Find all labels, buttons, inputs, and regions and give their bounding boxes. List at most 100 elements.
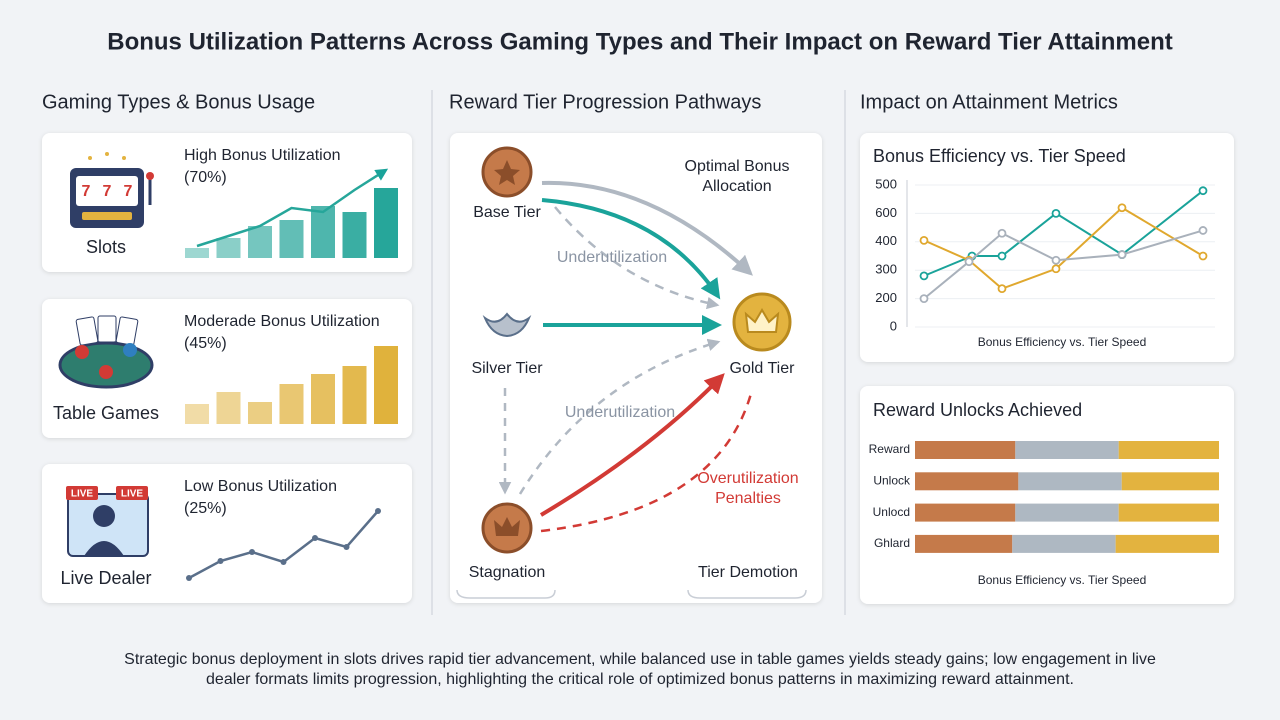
node-label: Stagnation [469,564,546,581]
svg-text:7: 7 [124,183,133,200]
bar-segment [915,441,1016,459]
series-line [923,206,1204,290]
heading: Impact on Attainment Metrics [860,91,1118,113]
bar [342,366,367,424]
bar-segment [1118,503,1219,522]
bar-segment [1018,472,1122,491]
bar [216,392,241,424]
card-name: Slots [86,237,126,257]
efficiency-card [860,133,1234,362]
y-label: 300 [875,262,897,277]
point [343,544,350,550]
chart-caption: Bonus Efficiency vs. Tier Speed [978,335,1147,349]
bar-segment [915,503,1016,522]
pathways-panel [450,133,822,603]
category-label: Ghlard [874,536,910,550]
point [280,559,287,565]
point [1117,203,1127,213]
bar-segment [1118,441,1219,459]
bar [248,226,272,258]
title: Bonus Utilization Patterns Across Gaming… [107,28,1173,55]
bar [374,188,398,258]
bar [279,384,304,424]
y-label: 400 [875,233,897,248]
card-name: Live Dealer [60,568,151,588]
card-label: Moderade Bonus Utilization [184,313,380,330]
bar-segment [915,472,1019,491]
bar [248,402,272,424]
point [1051,264,1061,274]
path-label: Underutilization [557,249,667,266]
bar-segment [1121,472,1219,491]
slots-icon: 7 7 7 [70,152,154,228]
point [217,558,224,564]
chart-title: Reward Unlocks Achieved [873,400,1082,420]
chart-caption: Bonus Efficiency vs. Tier Speed [978,573,1147,587]
svg-text:LIVE: LIVE [71,489,94,500]
point [249,549,255,555]
trend-line [196,168,389,248]
dealer-icon: LIVE LIVE [66,486,149,557]
path-label: Underutilization [565,404,675,421]
point [1117,250,1127,259]
point [186,575,192,581]
y-label: 200 [875,290,897,305]
point [375,508,381,514]
footer: Strategic bonus deployment in slots driv… [124,651,1156,668]
point [1198,186,1208,196]
bar [342,212,367,258]
category-label: Unlocd [873,505,910,519]
path-label: Allocation [702,178,771,195]
point [997,228,1007,238]
card-name: Table Games [53,403,159,423]
path-label: Optimal Bonus [685,158,790,175]
point [919,294,929,304]
heading: Gaming Types & Bonus Usage [42,91,315,113]
point [919,235,929,245]
point [997,251,1007,261]
bar-segment [1012,534,1116,553]
series-line [923,229,1204,300]
svg-text:LIVE: LIVE [121,489,144,500]
heading: Reward Tier Progression Pathways [449,91,761,113]
gaming-cards: 7 7 7 LIVE LIVE [42,133,412,603]
point [1051,208,1061,218]
card-label: High Bonus Utilization [184,147,341,164]
svg-text:7: 7 [103,183,112,200]
node-label: Silver Tier [471,360,543,377]
bar [185,404,209,424]
category-label: Reward [869,442,910,456]
tier-nodes [481,146,792,554]
path-label: Overutilization [697,470,798,487]
point [1051,255,1061,265]
series-line [923,189,1204,277]
card-label: Low Bonus Utilization [184,478,337,495]
bar-segment [1015,503,1119,522]
bar-segment [1015,441,1119,459]
bar [185,248,209,258]
point [1198,226,1208,235]
y-label: 600 [875,205,897,220]
bar-segment [915,534,1013,553]
svg-text:7: 7 [82,183,91,200]
footer: dealer formats limits progression, highl… [206,671,1074,688]
card-label: (45%) [184,335,227,352]
bar [374,346,398,424]
path-label: Tier Demotion [698,564,798,581]
point [997,284,1007,294]
node-label: Gold Tier [730,360,796,377]
chart-title: Bonus Efficiency vs. Tier Speed [873,146,1126,166]
card-label: (25%) [184,500,227,517]
category-label: Unlock [873,473,911,487]
bar [216,238,241,258]
point [312,535,318,541]
card-label: (70%) [184,169,227,186]
arrows [456,180,807,599]
point [1198,251,1208,261]
y-label: 0 [890,318,897,333]
bar [311,206,335,258]
point [964,257,974,267]
table-icon [58,315,154,389]
bar [279,220,304,258]
